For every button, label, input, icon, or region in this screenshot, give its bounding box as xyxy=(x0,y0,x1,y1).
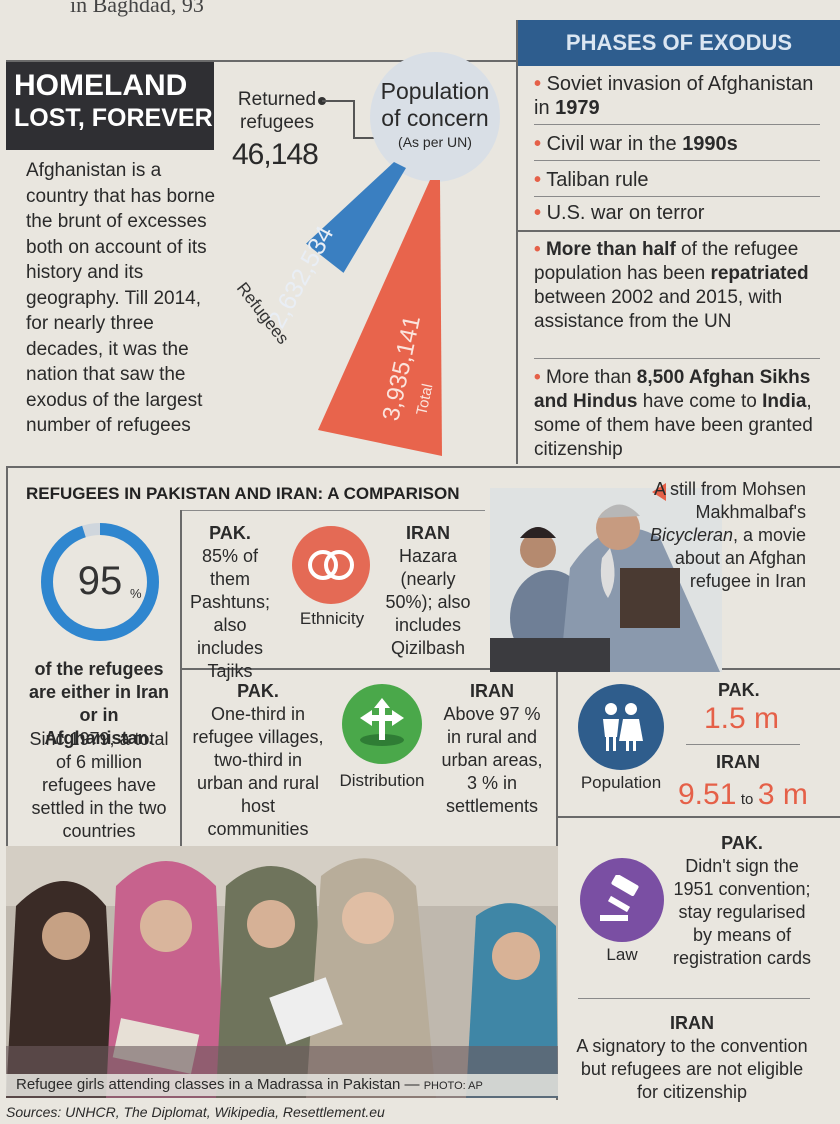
law-pak: PAK. Didn't sign the 1951 convention; st… xyxy=(672,833,812,968)
divider xyxy=(578,998,810,999)
phase-item: • Civil war in the 1990s xyxy=(534,133,738,155)
divider xyxy=(6,466,840,468)
divider xyxy=(6,60,516,62)
title-line-1: HOMELAND xyxy=(14,69,188,102)
page-title: HOMELAND LOST, FOREVER xyxy=(6,62,214,150)
returned-refugees-label: Returned refugees xyxy=(237,89,317,133)
comparison-header: REFUGEES IN PAKISTAN AND IRAN: A COMPARI… xyxy=(26,484,460,503)
divider xyxy=(518,230,840,232)
divider xyxy=(180,510,182,846)
phase-item: • Soviet invasion of Afghanistan in 1979 xyxy=(534,73,814,119)
pointer-triangle xyxy=(652,483,666,501)
wedge-total xyxy=(318,180,442,456)
population-pak-head: PAK. xyxy=(718,680,760,700)
ethnicity-rings-icon xyxy=(292,526,370,604)
population-of-concern-circle: Population of concern (As per UN) xyxy=(370,52,500,182)
sikhs-hindus-note: • More than 8,500 Afghan Sikhs and Hindu… xyxy=(534,367,813,460)
movie-still-photo xyxy=(490,488,722,672)
distribution-label: Distribution xyxy=(339,771,425,790)
population-of-concern-title: Population of concern xyxy=(380,78,490,131)
ethnicity-label: Ethnicity xyxy=(299,609,365,628)
divider xyxy=(534,124,820,125)
divider xyxy=(534,160,820,161)
population-iran-value: 9.51 to 3 m xyxy=(678,778,808,811)
divider xyxy=(534,196,820,197)
intro-text: Afghanistan is a country that has borne … xyxy=(26,160,216,436)
donut-bold-text: of the refugees are either in Iran or in… xyxy=(28,659,170,748)
population-label: Population xyxy=(580,773,662,792)
donut-text: Sinc 1979, a total of 6 million refugees… xyxy=(29,729,169,841)
population-of-concern-sub: (As per UN) xyxy=(398,134,472,150)
distribution-arrows-icon xyxy=(342,684,422,764)
law-gavel-icon xyxy=(580,858,664,942)
divider xyxy=(180,510,485,511)
population-pak-value: 1.5 m xyxy=(704,702,780,735)
wedge-total-label: Total xyxy=(413,382,436,417)
divider xyxy=(686,744,800,745)
law-label: Law xyxy=(606,945,638,964)
divider xyxy=(534,358,820,359)
sources: Sources: UNHCR, The Diplomat, Wikipedia,… xyxy=(6,1104,385,1120)
movie-still-caption: A still from Mohsen Makhmalbaf's Bicycle… xyxy=(649,479,806,591)
photo-caption: Refugee girls attending classes in a Mad… xyxy=(6,1074,558,1096)
phase-item: • U.S. war on terror xyxy=(534,202,705,224)
wedge-refugees xyxy=(306,162,406,273)
svg-text:%: % xyxy=(130,586,142,601)
title-line-2: LOST, FOREVER xyxy=(14,104,213,132)
distribution-iran: IRAN Above 97 % in rural and urban areas… xyxy=(441,681,543,816)
phase-item: • Taliban rule xyxy=(534,169,649,191)
divider xyxy=(516,20,518,464)
population-people-icon xyxy=(578,684,664,770)
previous-article-text: in Baghdad, 93 xyxy=(70,0,204,17)
refugee-fan-chart: 2,632,534 Refugees 3,935,141 Total xyxy=(233,162,442,456)
divider xyxy=(6,466,8,846)
law-iran: IRAN A signatory to the convention but r… xyxy=(576,1013,808,1102)
returned-refugees-value: 46,148 xyxy=(232,138,319,171)
phases-header: PHASES OF EXODUS xyxy=(518,20,840,66)
divider xyxy=(556,816,840,818)
ethnicity-iran: IRAN Hazara (nearly 50%); also includes … xyxy=(385,523,471,658)
svg-text:95: 95 xyxy=(78,559,123,603)
connector-line xyxy=(322,100,382,139)
repatriation-note: • More than half of the refugee populati… xyxy=(534,239,809,332)
refugee-girls-photo xyxy=(6,846,558,1098)
percent-donut: 95 % xyxy=(41,523,159,641)
ethnicity-pak: PAK. 85% of them Pashtuns; also includes… xyxy=(189,523,271,681)
distribution-pak: PAK. One-third in refugee villages, two-… xyxy=(192,681,324,839)
population-iran-head: IRAN xyxy=(716,752,760,772)
